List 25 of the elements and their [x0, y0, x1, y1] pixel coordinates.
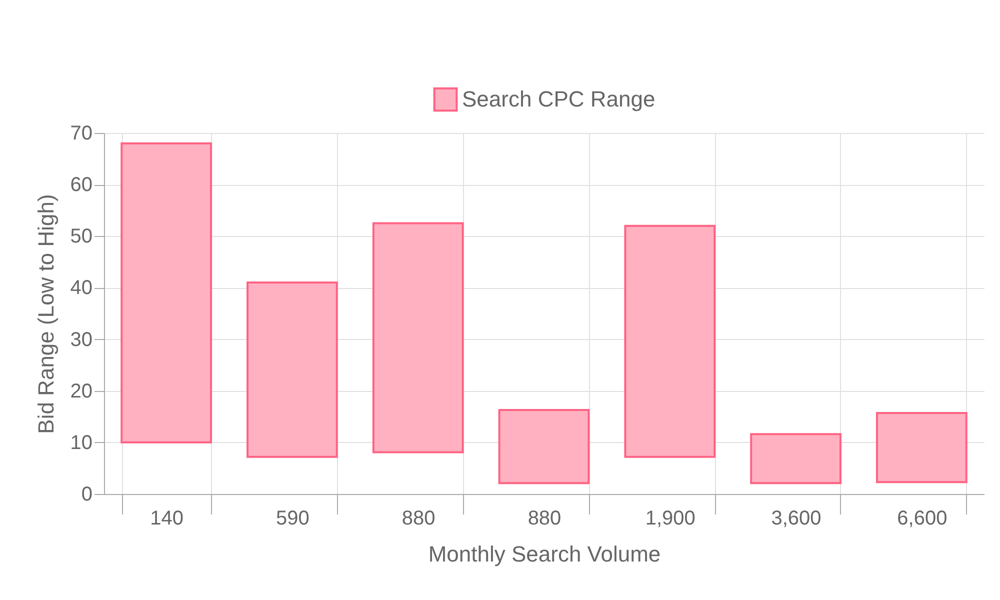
y-tick-label: 50: [70, 226, 92, 248]
bar: [498, 408, 590, 484]
y-tick-label: 10: [70, 432, 92, 454]
x-tick-label: 1,900: [645, 508, 696, 530]
x-tick-label: 880: [402, 508, 436, 530]
y-tick-label: 40: [70, 277, 92, 300]
bar: [120, 142, 212, 444]
x-tick-label: 3,600: [771, 508, 822, 530]
x-tick-label: 880: [528, 508, 562, 530]
x-tick-label: 6,600: [897, 508, 948, 530]
x-tick-label: 140: [150, 508, 184, 530]
y-tick-label: 60: [70, 174, 92, 196]
bar: [624, 224, 716, 458]
y-tick-label: 70: [70, 122, 92, 144]
y-tick-label: 30: [70, 328, 92, 351]
bar: [372, 222, 464, 454]
bar: [246, 282, 338, 458]
bar: [876, 412, 968, 484]
y-axis-title: Bid Range (Low to High): [33, 194, 58, 434]
y-tick-label: 20: [70, 380, 92, 402]
bar: [750, 433, 842, 484]
y-tick-label: 0: [81, 484, 92, 506]
legend-label: Search CPC Range: [462, 86, 656, 112]
x-tick-label: 590: [276, 508, 310, 530]
x-axis-title: Monthly Search Volume: [428, 542, 661, 566]
